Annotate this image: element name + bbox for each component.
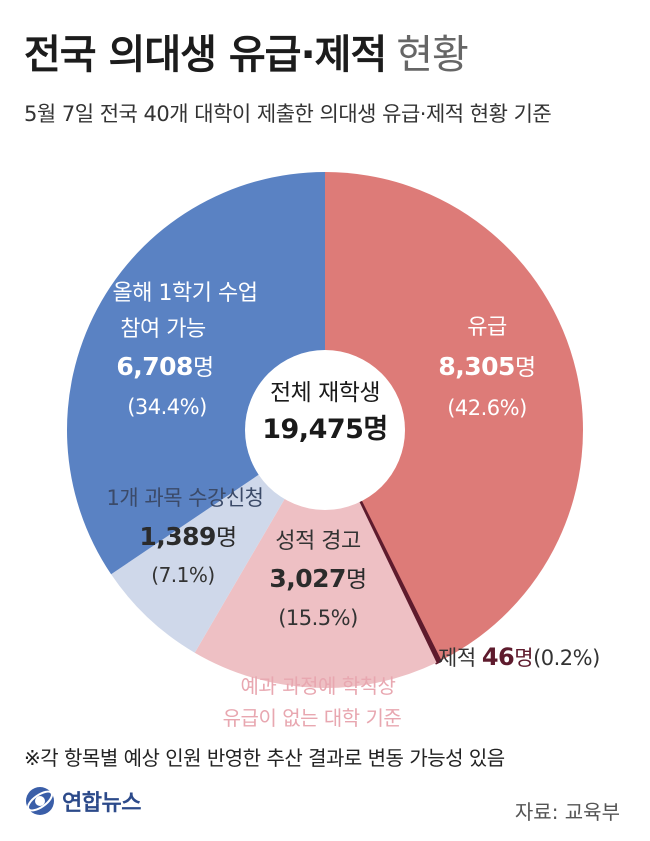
slice-percent-participate: (34.4%) <box>127 395 207 419</box>
slice-label-jejeok: 제적 46명(0.2%) <box>438 643 600 671</box>
slice-label-participate-line2: 참여 가능 <box>120 317 206 342</box>
slice-percent-warning: (15.5%) <box>278 606 358 630</box>
slice-participate <box>67 172 325 575</box>
slice-label-one-course: 1개 과목 수강신청 <box>107 486 264 510</box>
center-label: 전체 재학생 <box>270 380 380 406</box>
slice-warning <box>194 430 437 688</box>
slice-yugeup <box>325 172 583 661</box>
slice-label-warning: 성적 경고 <box>275 529 361 554</box>
page-title: 전국 의대생 유급·제적 현황 <box>24 22 469 80</box>
slice-value-warning: 3,027명 <box>269 564 366 593</box>
footnote: ※각 항목별 예상 인원 반영한 추산 결과로 변동 가능성 있음 <box>24 746 505 770</box>
center-value: 19,475명 <box>262 414 388 445</box>
slice-value-yugeup: 8,305명 <box>438 352 535 381</box>
title-suffix: 현황 <box>396 32 469 78</box>
yonhap-logo-text: 연합뉴스 <box>62 791 141 816</box>
slice-label-yugeup: 유급 <box>467 315 507 340</box>
annotation-line2: 유급이 없는 대학 기준 <box>223 706 402 730</box>
donut-hole <box>245 350 405 510</box>
slice-value-one-course: 1,389명 <box>139 522 236 551</box>
subtitle: 5월 7일 전국 40개 대학이 제출한 의대생 유급·제적 현황 기준 <box>24 102 552 126</box>
slice-value-participate: 6,708명 <box>116 352 213 381</box>
slice-percent-yugeup: (42.6%) <box>447 396 527 420</box>
source-label: 자료: 교육부 <box>514 800 620 824</box>
yonhap-logo: 연합뉴스 <box>24 785 141 817</box>
annotation-line1: 예과 과정에 학칙상 <box>241 674 396 698</box>
slice-percent-one-course: (7.1%) <box>151 563 214 587</box>
title-main: 전국 의대생 유급·제적 <box>24 32 387 78</box>
yonhap-logo-icon <box>26 787 54 815</box>
slice-label-participate-line1: 올해 1학기 수업 <box>113 281 258 306</box>
